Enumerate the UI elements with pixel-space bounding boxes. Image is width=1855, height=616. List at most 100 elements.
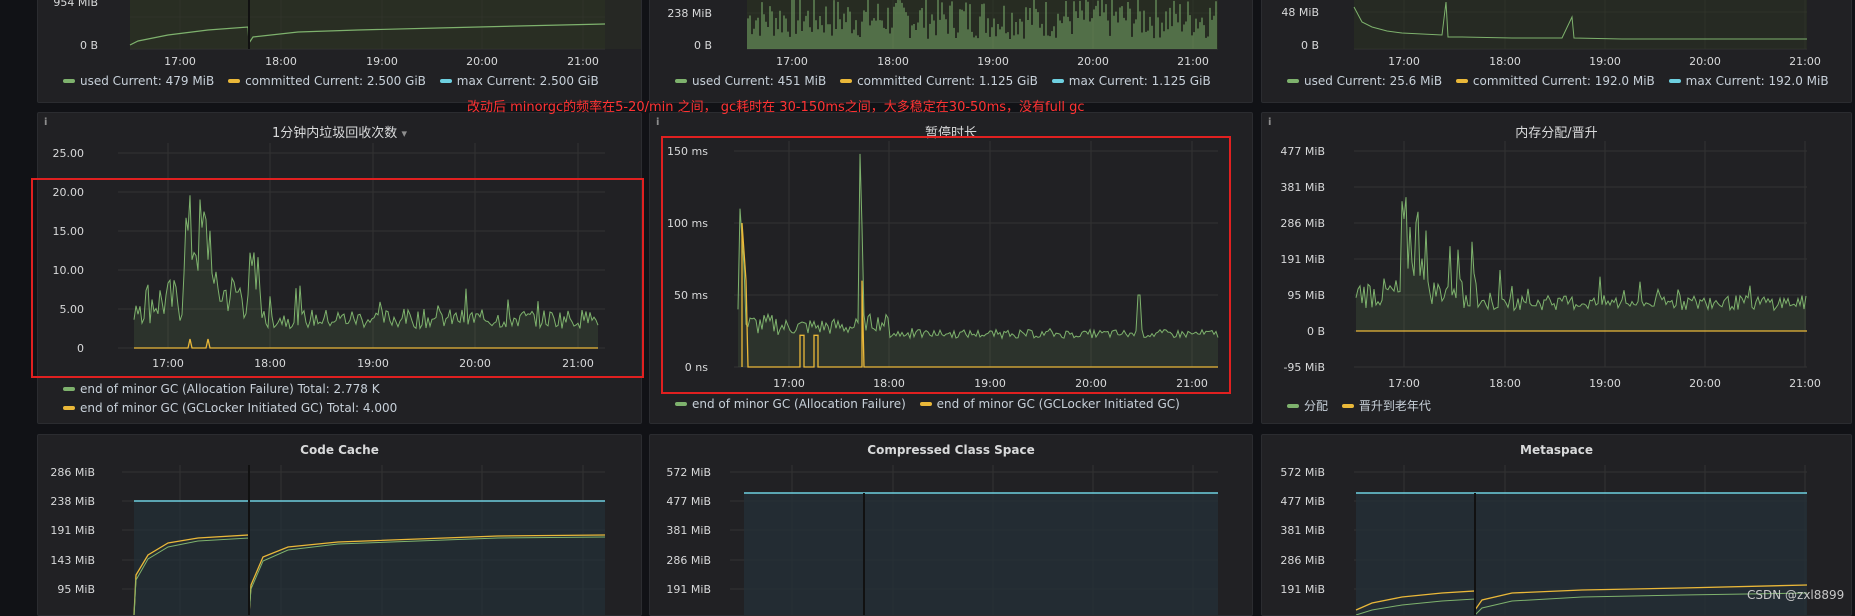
xtick: 20:00 [1077,55,1109,68]
ytick: 0 B [1301,39,1319,52]
legend-item-allocation[interactable]: 分配 [1287,399,1328,413]
watermark: CSDN @zxl8899 [1747,588,1845,602]
ytick: 238 MiB [50,495,95,508]
info-icon[interactable]: i [44,117,48,128]
legend-item-used[interactable]: used Current: 479 MiB [63,74,214,88]
xtick: 20:00 [466,55,498,68]
series-allocation-failure [133,195,599,330]
ytick: 0 [77,342,84,355]
legend-item-committed[interactable]: committed Current: 2.500 GiB [228,74,426,88]
ytick: 381 MiB [1280,181,1325,194]
xtick: 19:00 [974,377,1006,390]
xtick: 21:00 [567,55,599,68]
chart-compressed-class-space: 572 MiB 477 MiB 381 MiB 286 MiB 191 MiB [666,465,1218,615]
ytick: 477 MiB [1280,495,1325,508]
legend-item-allocation-failure[interactable]: end of minor GC (Allocation Failure) [675,397,906,411]
panel-pause-duration: i 暂停时长 150 ms 100 ms 50 ms 0 ns 17:00 18… [649,112,1253,424]
legend: used Current: 451 MiB committed Current:… [675,74,1221,88]
ytick: 191 MiB [50,524,95,537]
xtick: 17:00 [776,55,808,68]
ytick: 191 MiB [666,583,711,596]
ytick: 5.00 [60,303,85,316]
panel-title-gc-count[interactable]: 1分钟内垃圾回收次数 ▾ [38,122,641,141]
ytick: 191 MiB [1280,253,1325,266]
ytick: 238 MiB [667,7,712,20]
legend-item-max[interactable]: max Current: 1.125 GiB [1051,74,1211,88]
panel-title[interactable]: 内存分配/晋升 [1515,126,1598,141]
ytick: 95 MiB [57,583,95,596]
xtick: 20:00 [1689,377,1721,390]
series-gclocker [134,338,598,349]
legend: used Current: 25.6 MiB committed Current… [1287,74,1839,88]
ytick: 477 MiB [666,495,711,508]
xtick: 17:00 [152,357,184,370]
chart-heap-top-right: 48 MiB 0 B 17:00 18:00 19:00 20:00 21:00 [1281,0,1821,68]
chart-memory-allocation: 477 MiB 381 MiB 286 MiB 191 MiB 95 MiB 0… [1280,141,1821,390]
xtick: 17:00 [1388,55,1420,68]
panel-heap-top-left: 954 MiB 0 B 17:00 18:00 19:00 20:00 21:0… [37,0,642,103]
xtick: 21:00 [1789,55,1821,68]
legend-item-committed[interactable]: committed Current: 1.125 GiB [840,74,1038,88]
legend-item-promotion[interactable]: 晋升到老年代 [1341,399,1431,413]
highlight-box-gc-count [31,178,644,378]
ytick: 381 MiB [666,524,711,537]
highlight-box-pause-duration [661,136,1231,394]
legend-item-max[interactable]: max Current: 192.0 MiB [1668,74,1829,88]
legend-item-committed[interactable]: committed Current: 192.0 MiB [1455,74,1655,88]
chevron-down-icon: ▾ [401,127,407,140]
legend: 分配 晋升到老年代 [1287,397,1441,414]
xtick: 19:00 [1589,55,1621,68]
xtick: 18:00 [877,55,909,68]
ytick: 50 ms [674,289,708,302]
legend-item-gclocker[interactable]: end of minor GC (GCLocker Initiated GC) … [63,399,397,418]
panel-title: 1分钟内垃圾回收次数 [272,126,398,141]
legend: end of minor GC (Allocation Failure) Tot… [63,380,397,418]
panel-heap-top-right: 48 MiB 0 B 17:00 18:00 19:00 20:00 21:00… [1261,0,1852,103]
ytick: 572 MiB [1280,466,1325,479]
panel-heap-top-middle: 238 MiB 0 B 17:00 18:00 19:00 20:00 21:0… [649,0,1253,103]
legend-item-used[interactable]: used Current: 25.6 MiB [1287,74,1442,88]
chart-heap-top-left: 954 MiB 0 B 17:00 18:00 19:00 20:00 21:0… [53,0,641,68]
legend-item-gclocker[interactable]: end of minor GC (GCLocker Initiated GC) [919,397,1180,411]
xtick: 18:00 [1489,377,1521,390]
ytick: 48 MiB [1281,6,1319,19]
xtick: 21:00 [1789,377,1821,390]
panel-title[interactable]: Compressed Class Space [867,443,1035,457]
xtick: 20:00 [1075,377,1107,390]
chart-pause-duration: 150 ms 100 ms 50 ms 0 ns 17:00 18:00 19:… [667,141,1219,390]
panel-gc-count: i 1分钟内垃圾回收次数 ▾ 25.00 20.00 15.00 10.00 5… [37,112,642,424]
info-icon[interactable]: i [1268,117,1272,128]
ytick: 477 MiB [1280,145,1325,158]
ytick: 95 MiB [1287,289,1325,302]
series-allocation-failure [737,153,1219,340]
xtick: 21:00 [1177,55,1209,68]
panel-memory-allocation: i 内存分配/晋升 477 MiB 381 MiB 286 MiB 191 Mi… [1261,112,1852,424]
legend-item-allocation-failure[interactable]: end of minor GC (Allocation Failure) Tot… [63,380,397,399]
chart-metaspace: 572 MiB 477 MiB 381 MiB 286 MiB 191 MiB [1280,465,1808,615]
xtick: 19:00 [357,357,389,370]
ytick: 15.00 [53,225,85,238]
ytick: 286 MiB [50,466,95,479]
xtick: 18:00 [265,55,297,68]
ytick: 10.00 [53,264,85,277]
annotation-text: 改动后 minorgc的频率在5-20/min 之间， gc耗时在 30-150… [467,100,1085,115]
ytick: 381 MiB [1280,524,1325,537]
xtick: 21:00 [1176,377,1208,390]
xtick: 20:00 [459,357,491,370]
ytick: 20.00 [53,186,85,199]
chart-gc-count: 25.00 20.00 15.00 10.00 5.00 0 17:00 18:… [53,143,605,370]
panel-title[interactable]: Metaspace [1520,443,1593,457]
panel-title[interactable]: Code Cache [300,443,379,457]
xtick: 17:00 [1388,377,1420,390]
info-icon[interactable]: i [656,117,660,128]
legend-item-max[interactable]: max Current: 2.500 GiB [439,74,599,88]
xtick: 18:00 [873,377,905,390]
xtick: 20:00 [1689,55,1721,68]
ytick: 0 B [80,39,98,52]
ytick: 286 MiB [1280,217,1325,230]
legend-item-used[interactable]: used Current: 451 MiB [675,74,826,88]
panel-compressed-class-space: Compressed Class Space 572 MiB 477 MiB 3… [649,434,1253,616]
legend: end of minor GC (Allocation Failure) end… [675,397,1190,411]
ytick: 572 MiB [666,466,711,479]
xtick: 17:00 [773,377,805,390]
